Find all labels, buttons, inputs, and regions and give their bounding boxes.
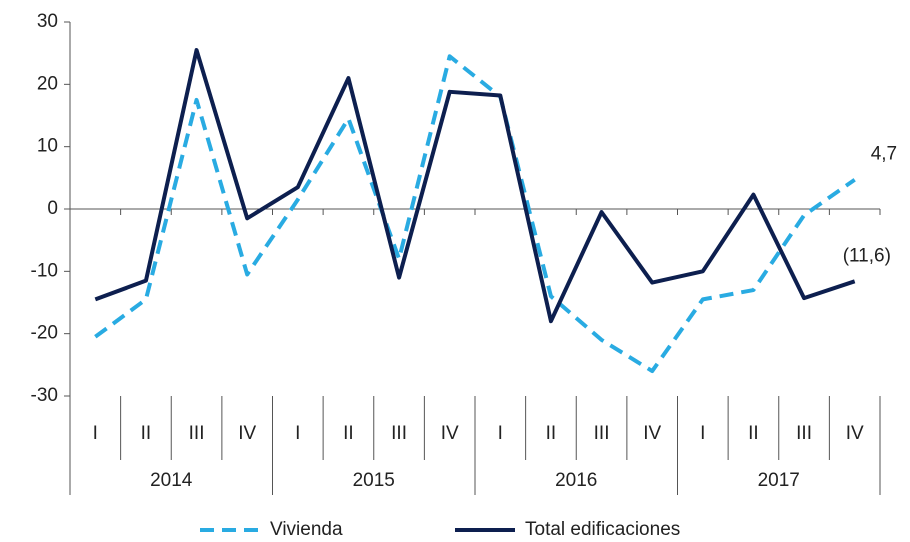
series-line [94,48,856,324]
x-tick-label: I [93,423,98,444]
x-tick-label: IV [846,423,864,444]
y-tick-label: 10 [37,136,58,157]
x-tick-label: III [391,423,407,444]
x-tick-label: IV [643,423,661,444]
legend-label: Total edificaciones [525,519,680,540]
y-tick-label: 0 [47,198,58,219]
value-label: (11,6) [843,245,891,266]
x-tick-label: II [343,423,354,444]
y-tick-label: 20 [37,73,58,94]
series-line [94,54,856,374]
x-tick-label: IV [441,423,459,444]
year-label: 2017 [758,470,800,491]
x-tick-label: II [546,423,557,444]
value-label: 4,7 [871,144,897,165]
year-label: 2016 [555,470,597,491]
x-tick-label: I [498,423,503,444]
x-tick-label: III [189,423,205,444]
x-tick-label: III [796,423,812,444]
x-tick-label: II [748,423,759,444]
x-tick-label: I [295,423,300,444]
x-tick-label: III [594,423,610,444]
y-tick-label: -30 [31,385,58,406]
legend-label: Vivienda [270,519,343,540]
x-tick-label: I [700,423,705,444]
y-tick-label: -20 [31,323,58,344]
y-tick-label: 30 [37,11,58,32]
x-tick-label: II [141,423,152,444]
year-label: 2014 [150,470,193,491]
y-tick-label: -10 [31,260,58,281]
x-tick-label: IV [238,423,256,444]
year-label: 2015 [353,470,395,491]
